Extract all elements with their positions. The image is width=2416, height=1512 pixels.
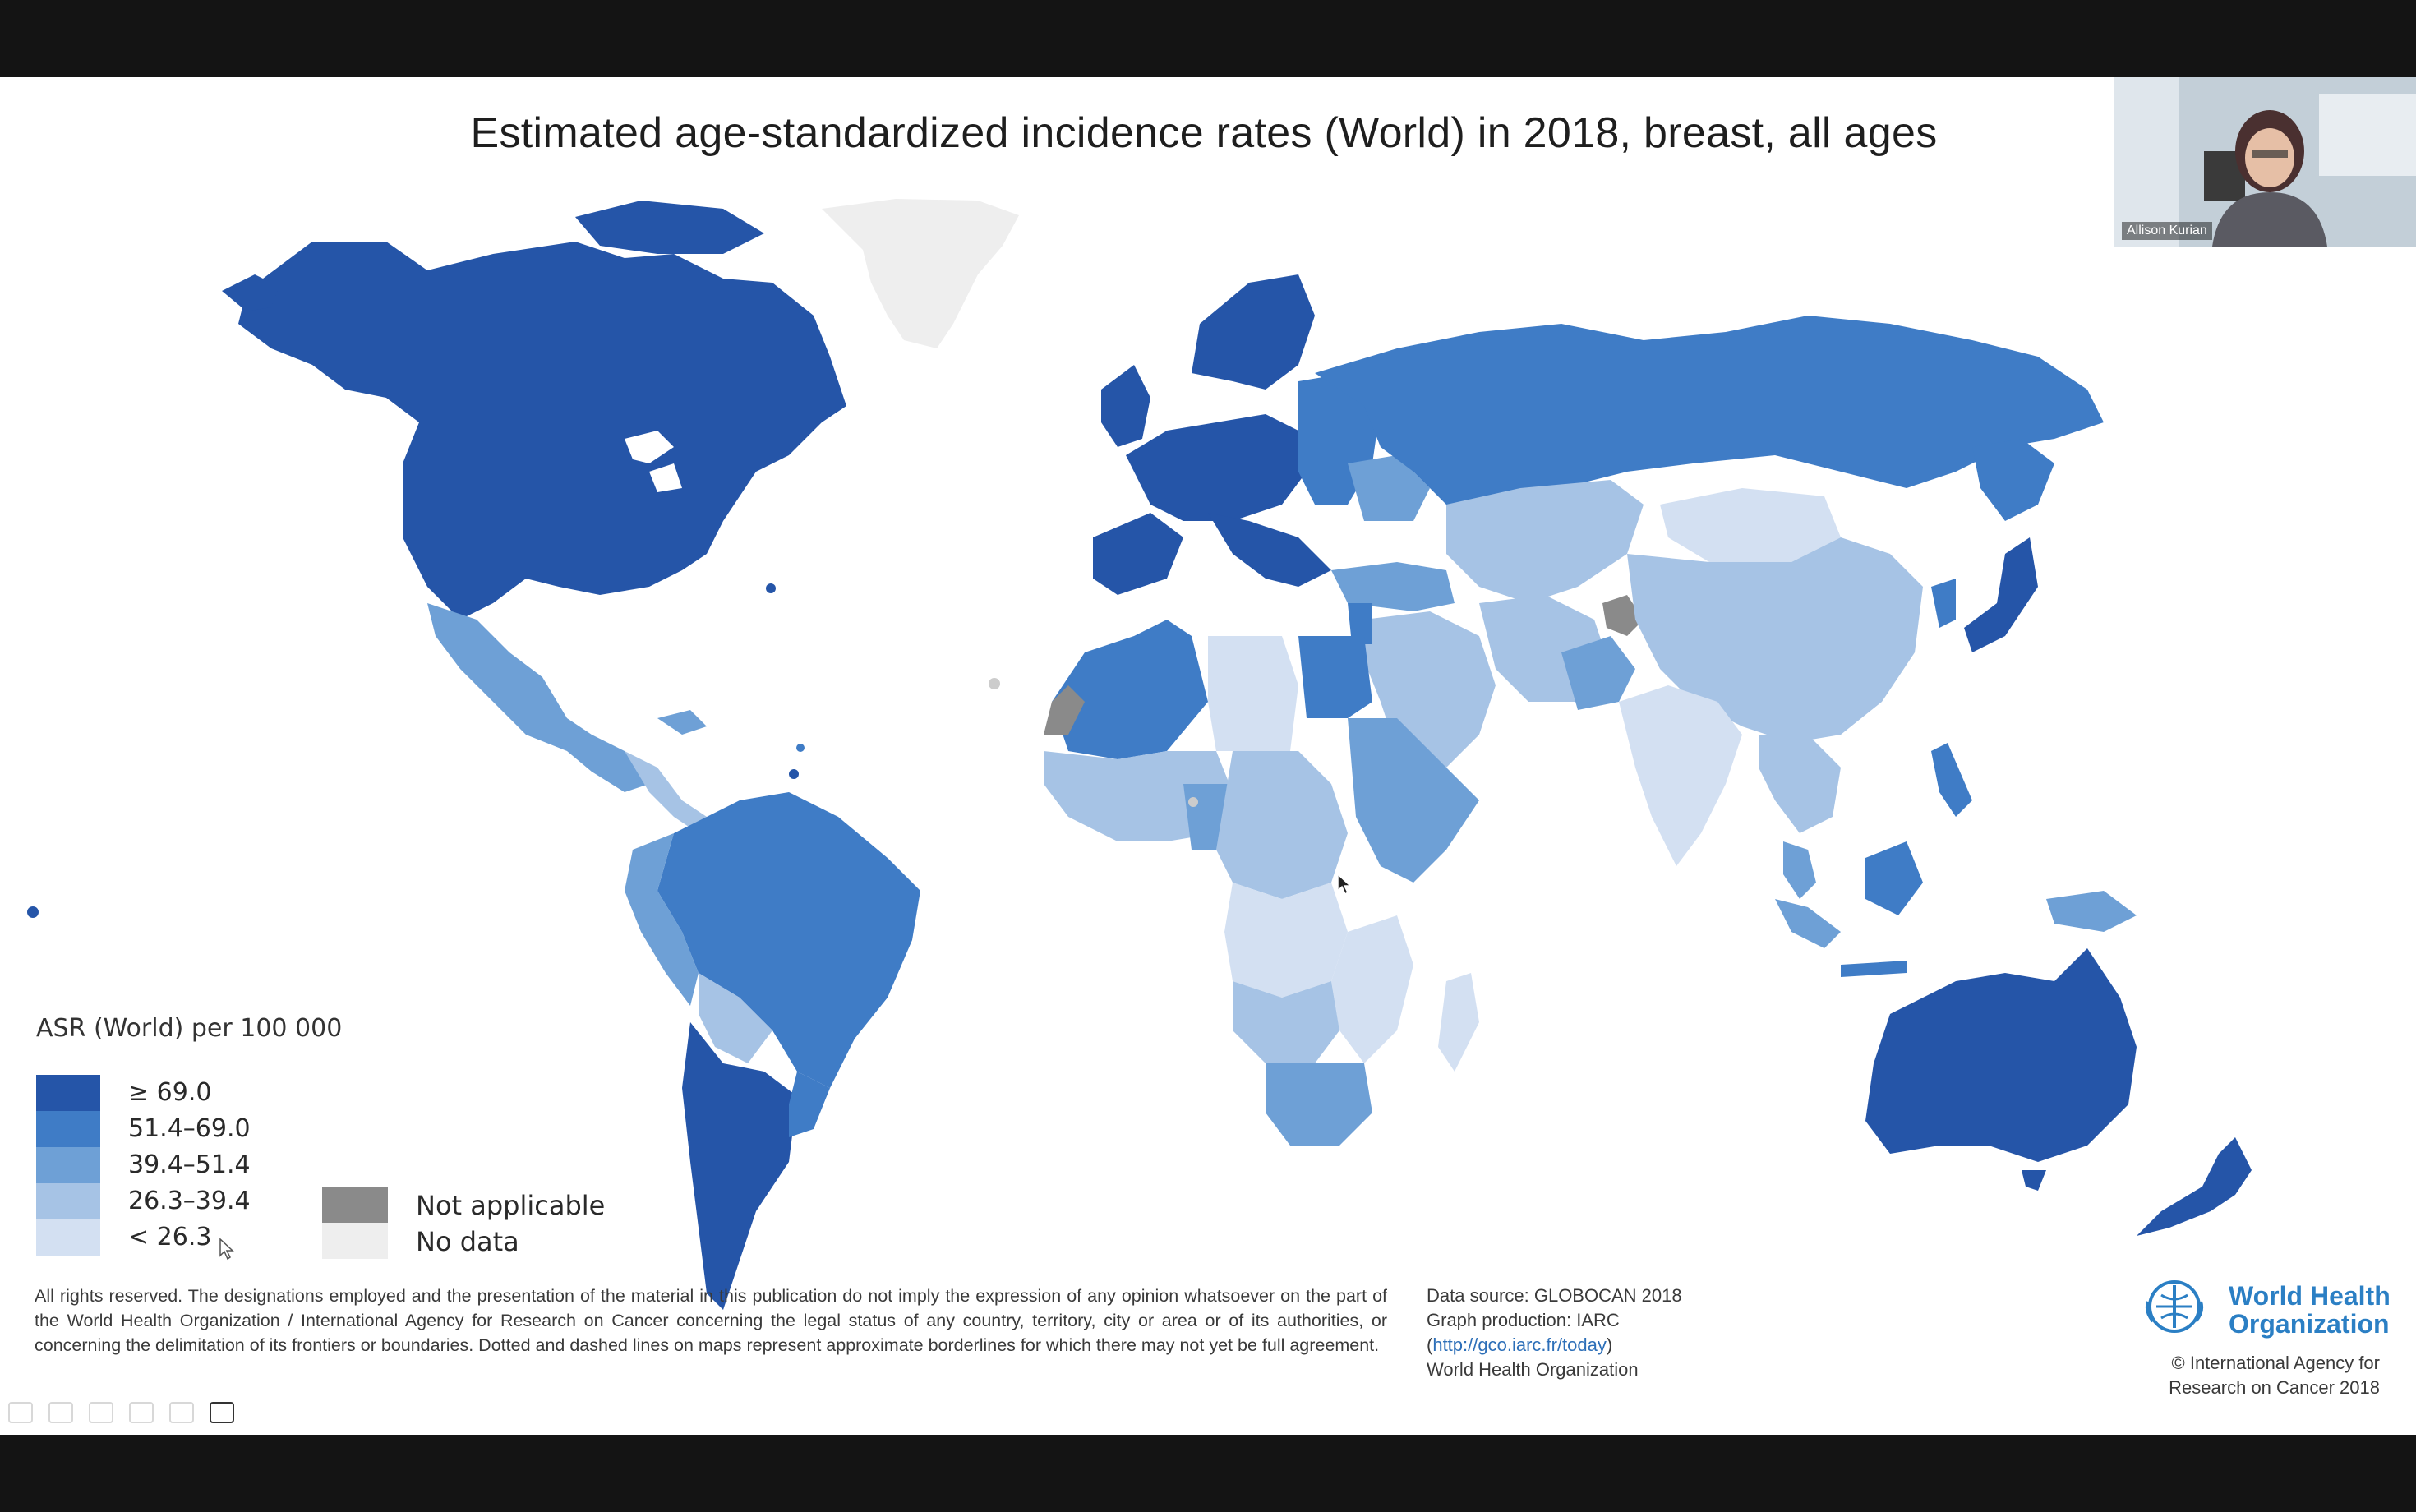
region-western-sahara-na xyxy=(1044,685,1085,735)
region-philippines xyxy=(1931,743,1972,817)
who-name: World Health Organization xyxy=(2229,1281,2391,1339)
legend-title: ASR (World) per 100 000 xyxy=(36,1014,343,1043)
region-russia-far-east xyxy=(1972,439,2054,521)
source-link[interactable]: http://gco.iarc.fr/today xyxy=(1432,1335,1607,1355)
region-borneo xyxy=(1865,841,1923,915)
region-alaska-islands xyxy=(222,274,279,311)
legend-swatch xyxy=(36,1219,100,1256)
region-tanzania-mozambique xyxy=(1331,915,1413,1063)
region-southern-africa xyxy=(1266,1063,1372,1146)
region-korea xyxy=(1931,579,1956,628)
region-malaysia xyxy=(1783,841,1816,899)
region-east-africa xyxy=(1348,718,1479,883)
toolbar-previous-button[interactable] xyxy=(8,1402,33,1423)
region-central-africa xyxy=(1216,751,1348,899)
region-india xyxy=(1619,685,1742,866)
region-mongolia xyxy=(1660,488,1841,562)
region-australia xyxy=(1865,948,2137,1162)
region-madagascar xyxy=(1438,973,1479,1072)
region-andes-west xyxy=(625,833,699,1006)
region-japan xyxy=(1964,537,2038,652)
region-libya xyxy=(1208,636,1298,751)
legend-swatch xyxy=(36,1147,100,1183)
region-new-zealand xyxy=(2137,1137,2252,1236)
participant-video[interactable]: Allison Kurian xyxy=(2114,77,2416,247)
legend-swatch xyxy=(36,1183,100,1219)
region-china xyxy=(1627,537,1923,743)
participant-avatar xyxy=(2114,77,2416,247)
region-uk-ireland xyxy=(1101,365,1150,447)
slide-title: Estimated age-standardized incidence rat… xyxy=(470,109,1938,157)
region-argentina xyxy=(682,1022,797,1310)
legend-swatch xyxy=(36,1075,100,1111)
region-ukraine-belarus xyxy=(1348,455,1430,521)
region-north-africa-west xyxy=(1052,620,1208,759)
region-levant xyxy=(1348,603,1372,644)
region-west-africa xyxy=(1044,751,1233,841)
legend-swatch xyxy=(36,1111,100,1147)
region-pakistan xyxy=(1561,636,1635,710)
toolbar-next-button[interactable] xyxy=(48,1402,74,1423)
region-russia xyxy=(1315,316,2104,505)
region-scandinavia xyxy=(1192,274,1315,390)
region-se-asia xyxy=(1759,735,1841,833)
toolbar-zoom-button[interactable] xyxy=(129,1402,154,1423)
region-greenland xyxy=(822,199,1019,348)
region-arctic-islands xyxy=(575,201,764,254)
region-tasmania xyxy=(2022,1170,2046,1191)
toolbar-menu-button[interactable] xyxy=(169,1402,195,1423)
region-iberia xyxy=(1093,513,1183,595)
region-png xyxy=(2046,891,2137,932)
region-kashmir-na xyxy=(1602,595,1644,636)
participant-name: Allison Kurian xyxy=(2122,222,2212,240)
video-top-letterbox xyxy=(0,0,2416,77)
toolbar-camera-button[interactable] xyxy=(210,1402,235,1423)
region-central-asia xyxy=(1446,480,1644,603)
legend-swatch xyxy=(322,1187,388,1223)
presentation-slide: Estimated age-standardized incidence rat… xyxy=(0,77,2416,1435)
region-western-europe xyxy=(1126,414,1307,521)
video-bottom-letterbox xyxy=(0,1435,2416,1512)
disclaimer-text: All rights reserved. The designations em… xyxy=(35,1286,1387,1355)
mouse-pointer-icon xyxy=(219,1238,234,1261)
world-map xyxy=(27,199,2252,1310)
region-indonesia xyxy=(1775,899,1841,948)
iarc-copyright: © International Agency for Research on C… xyxy=(2169,1353,2380,1398)
toolbar-pen-button[interactable] xyxy=(89,1402,114,1423)
region-turkey xyxy=(1331,562,1455,611)
region-congo xyxy=(1224,883,1348,998)
region-angola-zambia xyxy=(1233,981,1339,1063)
region-north-america xyxy=(238,242,846,620)
data-source: Data source: GLOBOCAN 2018 Graph product… xyxy=(1427,1285,1682,1380)
slide-toolbar xyxy=(8,1402,246,1425)
mouse-pointer-icon xyxy=(1337,873,1352,896)
region-mexico xyxy=(427,603,649,792)
region-italy-balkans xyxy=(1208,513,1331,587)
who-logo-icon xyxy=(2145,1280,2204,1333)
region-brazil xyxy=(657,792,920,1088)
region-bolivia-paraguay xyxy=(699,973,772,1063)
region-central-america xyxy=(625,751,707,833)
region-egypt xyxy=(1298,636,1372,718)
legend-swatch xyxy=(322,1223,388,1259)
region-uruguay-south-brazil xyxy=(789,1072,830,1137)
